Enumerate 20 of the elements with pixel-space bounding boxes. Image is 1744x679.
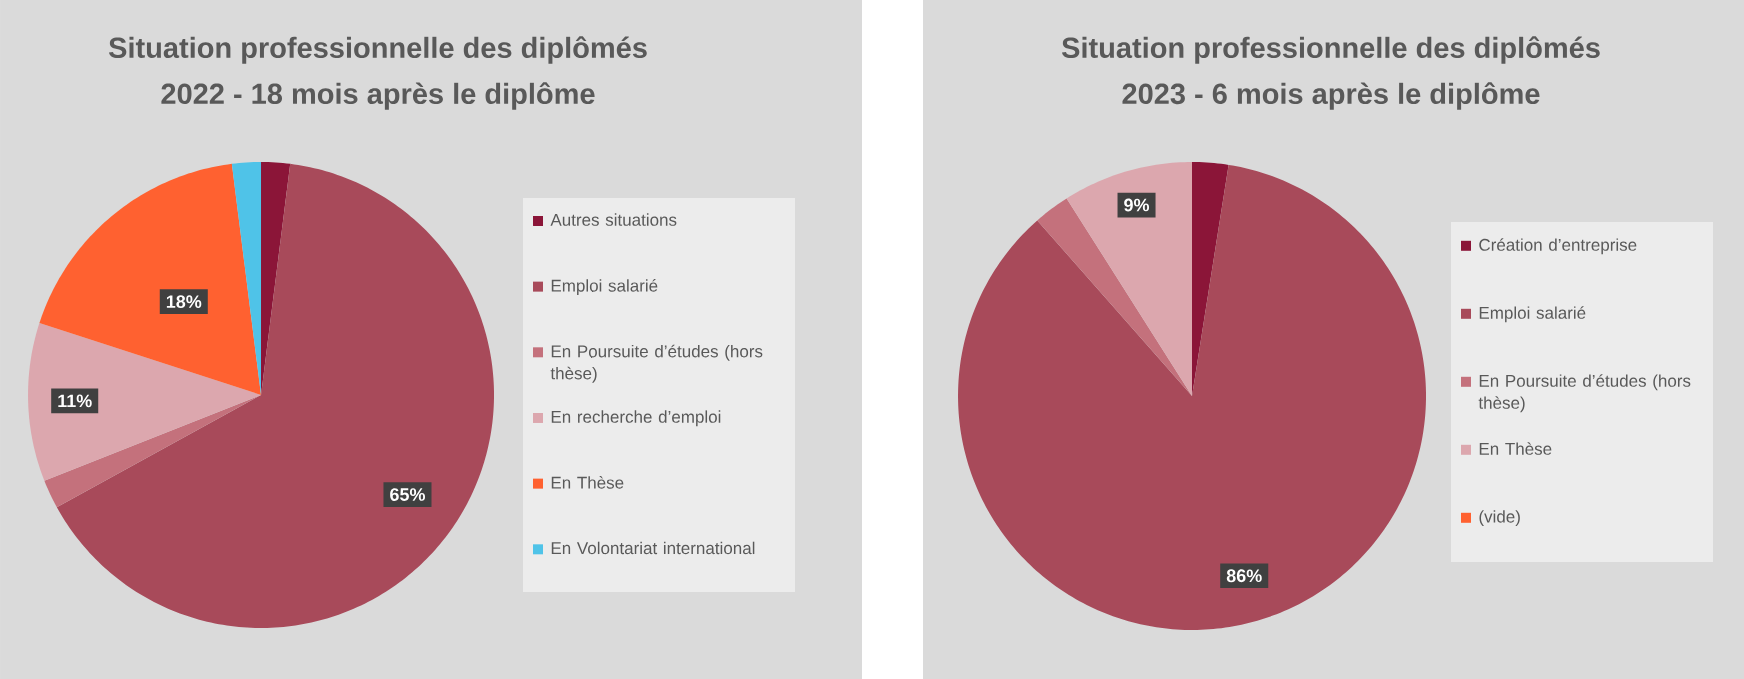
legend-label: En Thèse xyxy=(1479,442,1552,455)
legend-label: En Poursuite d’études (hors thèse) xyxy=(1478,374,1691,413)
data-label: 11% xyxy=(58,394,92,408)
legend-label: Création d’entreprise xyxy=(1479,238,1637,255)
legend-label: En Thèse xyxy=(551,476,624,489)
chart-subtitle: 2023 - 6 mois après le diplôme xyxy=(1122,82,1540,110)
legend-label: Autres situations xyxy=(550,213,677,226)
legend-label: (vide) xyxy=(1479,510,1520,527)
chart-title: Situation professionnelle des diplômés xyxy=(1061,36,1600,64)
data-label: 18% xyxy=(166,295,202,309)
data-label: 65% xyxy=(390,488,426,501)
chart-subtitle: 2022 - 18 mois après le diplôme xyxy=(161,82,595,110)
legend-label: En Poursuite d’études (hors thèse) xyxy=(550,344,763,383)
data-label: 9% xyxy=(1124,198,1150,212)
data-label: 86% xyxy=(1226,569,1262,583)
legend-label: Emploi salarié xyxy=(1479,306,1586,323)
chart-title: Situation professionnelle des diplômés xyxy=(108,36,647,64)
legend-label: En recherche d’emploi xyxy=(551,410,721,427)
legend-label: En Volontariat international xyxy=(551,541,755,555)
legend-label: Emploi salarié xyxy=(551,279,658,296)
